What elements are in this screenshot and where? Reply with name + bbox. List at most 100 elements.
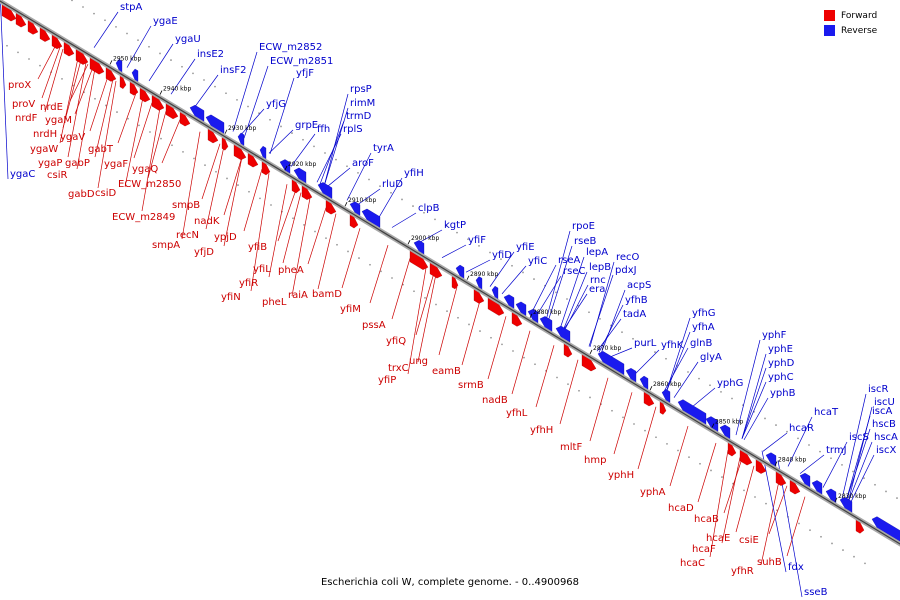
- distance-dot: [379, 185, 381, 188]
- gene-label-reverse: rimM: [350, 98, 375, 109]
- gene-label-reverse: stpA: [120, 2, 142, 13]
- gene-label-reverse: sseB: [804, 587, 828, 598]
- leader-line: [291, 197, 311, 297]
- leader-line: [600, 289, 626, 354]
- kbp-tick-label: 2860 kbp: [653, 381, 681, 388]
- leader-line: [511, 330, 531, 395]
- kbp-tick-mark: [407, 239, 411, 245]
- kbp-tick-mark: [834, 497, 838, 502]
- gene-arrow: [361, 208, 381, 229]
- gene-label-forward: gabD: [68, 189, 95, 200]
- distance-dot: [478, 244, 480, 247]
- gene-label-reverse: recO: [616, 252, 640, 263]
- distance-dot: [390, 191, 392, 194]
- distance-dot: [511, 264, 513, 267]
- gene-label-forward: nadK: [194, 216, 220, 227]
- kbp-tick-mark: [344, 201, 348, 207]
- kbp-tick-label: 2930 kbp: [228, 125, 256, 132]
- distance-dot: [292, 217, 294, 220]
- gene-label-reverse: yphB: [770, 388, 796, 399]
- distance-dot: [578, 389, 580, 392]
- gene-arrow: [349, 201, 361, 216]
- distance-dot: [820, 535, 822, 538]
- leader-line: [417, 273, 437, 363]
- distance-dot: [126, 32, 128, 35]
- gene-label-reverse: purL: [634, 338, 657, 349]
- legend-item-forward: Forward: [824, 8, 890, 23]
- distance-dot: [269, 118, 271, 121]
- kbp-tick-mark: [649, 385, 653, 391]
- distance-dot: [204, 164, 206, 167]
- distance-dot: [358, 257, 360, 259]
- distance-dot: [830, 457, 832, 460]
- distance-dot: [6, 44, 8, 47]
- leader-line: [417, 229, 443, 244]
- distance-dot: [743, 489, 745, 492]
- leader-line: [67, 62, 87, 158]
- leader-line: [316, 133, 342, 183]
- leader-line: [205, 146, 225, 230]
- distance-dot: [808, 444, 810, 446]
- kbp-tick-label: 2900 kbp: [411, 235, 439, 242]
- gene-label-forward: yphH: [608, 470, 634, 481]
- gene-arrow: [839, 497, 853, 513]
- gene-label-forward: csiR: [47, 170, 67, 181]
- kbp-tick-mark: [529, 313, 533, 318]
- distance-dot: [248, 190, 250, 193]
- leader-line: [341, 228, 361, 289]
- gene-label-forward: pssA: [362, 320, 386, 331]
- distance-dot: [159, 52, 161, 55]
- leader-line: [845, 415, 871, 502]
- gene-label-reverse: iscU: [874, 397, 895, 408]
- distance-dot: [313, 145, 315, 148]
- leader-line: [461, 300, 481, 366]
- distance-dot: [192, 72, 194, 75]
- distance-dot: [710, 469, 712, 472]
- kbp-ticks: 2950 kbp 2940 kbp 2930 kbp 2920 kbp 2910 kbp…: [109, 55, 866, 502]
- gene-label-forward: gabP: [65, 158, 90, 169]
- distance-dot: [765, 502, 767, 505]
- kbp-tick-label: 2850 kbp: [715, 419, 743, 426]
- gene-label-reverse: yfiC: [528, 256, 547, 267]
- distance-dot: [446, 310, 448, 313]
- gene-arrow: [293, 167, 307, 184]
- gene-label-forward: hcaF: [692, 544, 716, 555]
- gene-label-forward: pheA: [278, 265, 304, 276]
- distance-dot: [621, 331, 623, 334]
- distance-dot: [93, 12, 95, 15]
- leader-line: [663, 347, 689, 392]
- distance-dot: [479, 330, 481, 332]
- gene-label-reverse: grpE: [295, 120, 318, 131]
- distance-dot: [247, 105, 249, 108]
- leader-line: [307, 207, 327, 265]
- distance-dot: [413, 290, 415, 293]
- gene-label-reverse: ygaE: [153, 16, 178, 27]
- leader-line: [161, 119, 181, 164]
- gene-label-forward: ECW_m2849: [112, 212, 175, 223]
- distance-dot: [721, 476, 723, 478]
- distance-dot: [424, 296, 426, 299]
- distance-dot: [555, 291, 557, 294]
- gene-label-reverse: rnc: [590, 275, 606, 286]
- gene-arrow: [799, 472, 811, 488]
- distance-dot: [853, 555, 855, 558]
- distance-dot: [325, 237, 327, 240]
- kbp-tick-mark: [224, 129, 228, 134]
- distance-dot: [468, 323, 470, 326]
- gene-label-reverse: yphF: [762, 330, 787, 341]
- gene-arrow: [205, 114, 225, 134]
- distance-dot: [336, 243, 338, 246]
- map-caption: Escherichia coli W, complete genome. - 0…: [320, 577, 580, 588]
- gene-label-forward: hcaB: [694, 514, 719, 525]
- gene-label-forward: ygaV: [60, 132, 85, 143]
- gene-label-reverse: iscR: [868, 384, 888, 395]
- distance-dot: [270, 204, 272, 206]
- gene-label-forward: ygaF: [104, 159, 128, 170]
- gene-arrow: [503, 294, 515, 309]
- leader-line: [723, 458, 743, 514]
- gene-arrow: [475, 276, 483, 290]
- distance-dot: [885, 490, 887, 493]
- leader-line: [369, 244, 389, 304]
- gene-label-forward: raiA: [288, 290, 308, 301]
- distance-dot: [324, 152, 326, 154]
